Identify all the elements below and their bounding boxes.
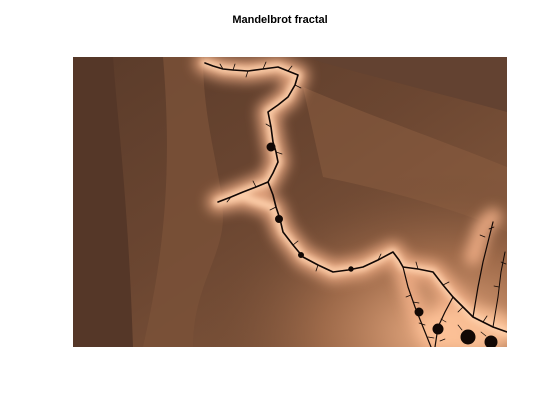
fractal-filament (204, 61, 507, 347)
fractal-image (73, 57, 507, 347)
figure-title: Mandelbrot fractal (232, 14, 328, 26)
